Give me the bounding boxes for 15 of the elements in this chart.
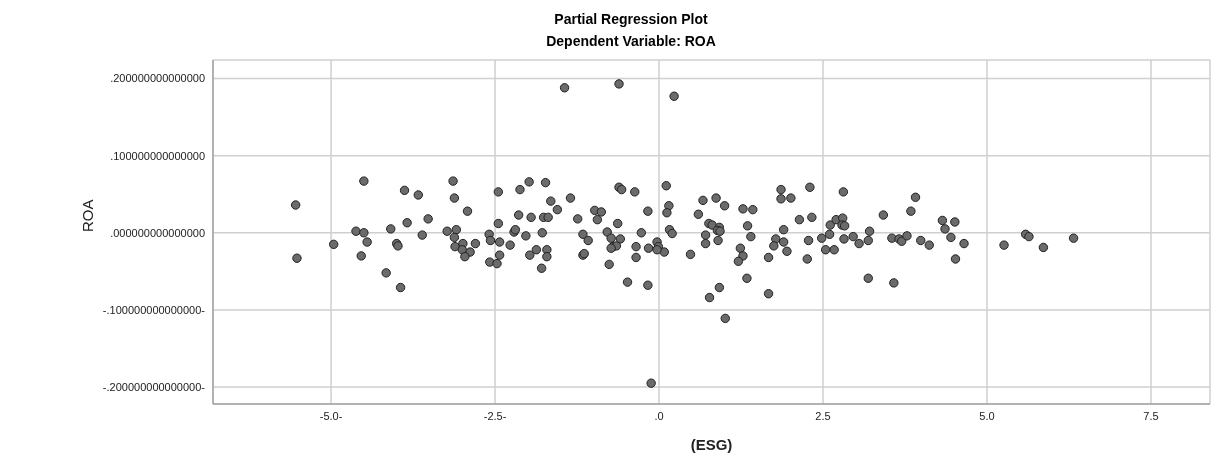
chart-subtitle: Dependent Variable: ROA (545, 32, 717, 51)
x-tick-label: -5.0- (319, 409, 343, 422)
x-tick-label: 7.5 (1143, 409, 1159, 422)
chart-title: Partial Regression Plot (553, 10, 709, 29)
x-tick-label: .0 (654, 409, 664, 422)
y-tick-label: .200000000000000 (110, 72, 205, 85)
y-tick-label: -.100000000000000- (102, 303, 206, 316)
y-tick-label: -.200000000000000- (102, 380, 206, 393)
y-tick-label: .000000000000000 (110, 226, 205, 239)
x-axis-title: (ESG) (690, 436, 733, 453)
x-tick-label: -2.5- (483, 409, 507, 422)
y-tick-label: .100000000000000 (110, 149, 205, 162)
x-tick-label: 2.5 (815, 409, 831, 422)
x-tick-label: 5.0 (979, 409, 995, 422)
y-axis-title: ROA (79, 199, 97, 232)
